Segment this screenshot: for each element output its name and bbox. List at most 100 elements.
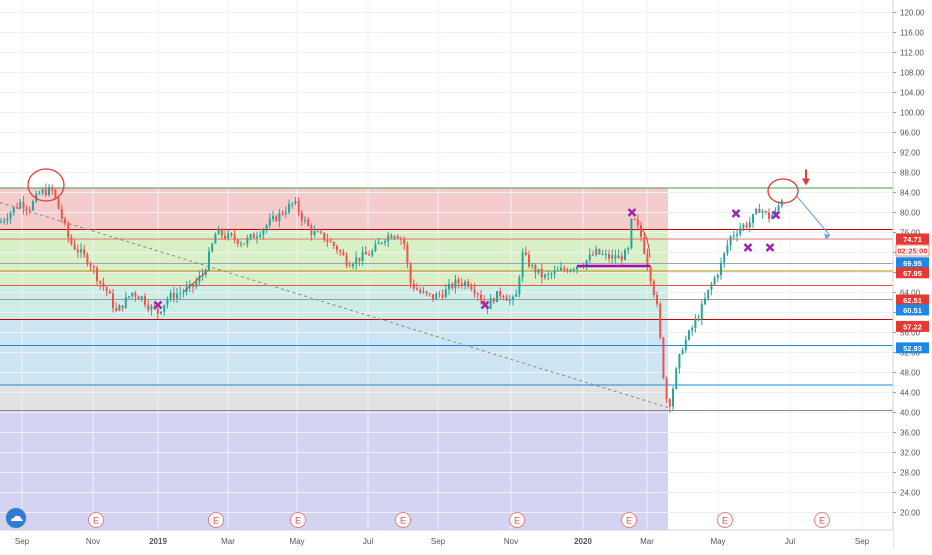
candle-body <box>419 289 422 293</box>
candle-body <box>643 236 646 254</box>
candle-body <box>323 232 326 240</box>
candle-body <box>656 294 658 304</box>
candle-body <box>640 225 642 237</box>
candle-body <box>51 187 54 190</box>
earnings-marker-5[interactable]: E <box>621 512 637 528</box>
earnings-marker-4[interactable]: E <box>509 512 525 528</box>
candle-body <box>457 279 460 284</box>
candle-body <box>678 354 681 369</box>
candle-body <box>291 203 294 205</box>
candle-body <box>233 235 236 240</box>
candle-body <box>348 265 351 267</box>
candle-body <box>0 221 2 223</box>
earnings-circle <box>621 512 637 528</box>
earnings-marker-1[interactable]: E <box>208 512 224 528</box>
candle-body <box>544 274 546 278</box>
candle-body <box>534 264 537 273</box>
earnings-marker-7[interactable]: E <box>814 512 830 528</box>
x-tick-label-4: May <box>289 537 304 546</box>
earnings-label: E <box>93 516 99 526</box>
candle-body <box>224 235 226 239</box>
x-tick-label-6: Sep <box>431 537 446 546</box>
earnings-circle <box>290 512 306 528</box>
candle-body <box>652 281 655 295</box>
candle-body <box>614 255 617 259</box>
candle-body <box>668 399 671 407</box>
cross-stroke <box>743 243 753 252</box>
candle-body <box>694 319 697 329</box>
time-axis[interactable]: Sep Nov 2019 Mar May Jul Sep Nov 2020 Mar May Jul Se… <box>0 529 893 550</box>
x-tick-label-2: 2019 <box>149 537 167 546</box>
y-tick-label-21: 36.00 <box>900 429 921 438</box>
candle-body <box>454 279 457 289</box>
candle-body <box>297 200 300 213</box>
earnings-marker-6[interactable]: E <box>717 512 733 528</box>
price-label-bg <box>896 304 929 316</box>
candle-body <box>121 305 124 309</box>
price-label-7: 52.93 <box>896 342 929 354</box>
candle-body <box>54 189 57 199</box>
x-tick-label-8: 2020 <box>574 537 592 546</box>
earnings-circle <box>395 512 411 528</box>
y-tick-label-23: 28.00 <box>900 469 921 478</box>
candle-body <box>377 242 380 245</box>
candle-body <box>9 212 12 219</box>
price-label-bg <box>896 257 929 269</box>
candle-body <box>64 218 66 224</box>
trendline-dashed <box>0 202 669 408</box>
candle-body <box>617 255 620 259</box>
down-arrow-head <box>802 178 810 186</box>
y-tick-label-16: 56.00 <box>900 329 921 338</box>
candle-body <box>729 236 732 246</box>
cross-stroke <box>731 209 741 218</box>
cross-stroke <box>771 210 781 220</box>
candle-body <box>374 244 377 252</box>
earnings-marker-3[interactable]: E <box>395 512 411 528</box>
candle-body <box>764 211 767 213</box>
candle-body <box>156 308 159 314</box>
annotations <box>27 168 893 310</box>
candle-body <box>316 231 319 233</box>
candle-body <box>115 308 118 311</box>
candle-body <box>105 287 108 292</box>
candle-body <box>518 277 521 295</box>
y-tick-label-25: 20.00 <box>900 509 921 518</box>
y-tick-label-14: 64.00 <box>900 289 921 298</box>
candle-body <box>307 219 310 226</box>
price-label-text: 02:25:00 <box>897 247 927 256</box>
candle-body <box>217 229 220 235</box>
candle-body <box>188 284 191 288</box>
price-label-0: 74.71 <box>896 233 929 245</box>
candle-body <box>6 218 9 221</box>
candle-body <box>67 223 70 238</box>
candle-body <box>409 263 412 284</box>
candle-body <box>92 266 95 268</box>
candle-body <box>659 303 662 338</box>
candle-body <box>681 350 684 355</box>
candle-body <box>611 255 614 259</box>
candle-body <box>432 294 434 300</box>
candle-body <box>19 202 22 208</box>
earnings-marker-0[interactable]: E <box>88 512 104 528</box>
candle-body <box>675 368 678 389</box>
candle-body <box>204 270 207 275</box>
candle-body <box>118 305 121 311</box>
price-label-5: 60.51 <box>896 304 929 316</box>
tradingview-logo-icon[interactable] <box>5 507 27 529</box>
candle-body <box>585 260 588 267</box>
earnings-marker-2[interactable]: E <box>290 512 306 528</box>
candle-body <box>128 296 130 298</box>
candle-body <box>662 337 665 379</box>
candle-body <box>243 243 246 245</box>
candle-body <box>28 209 31 211</box>
candle-body <box>342 252 345 256</box>
candles <box>0 183 783 413</box>
candle-body <box>627 248 630 251</box>
x-tick-label-5: Jul <box>363 537 373 546</box>
candle-body <box>428 293 431 295</box>
candle-body <box>313 231 316 235</box>
zone-1 <box>0 229 668 286</box>
candle-body <box>80 249 82 253</box>
